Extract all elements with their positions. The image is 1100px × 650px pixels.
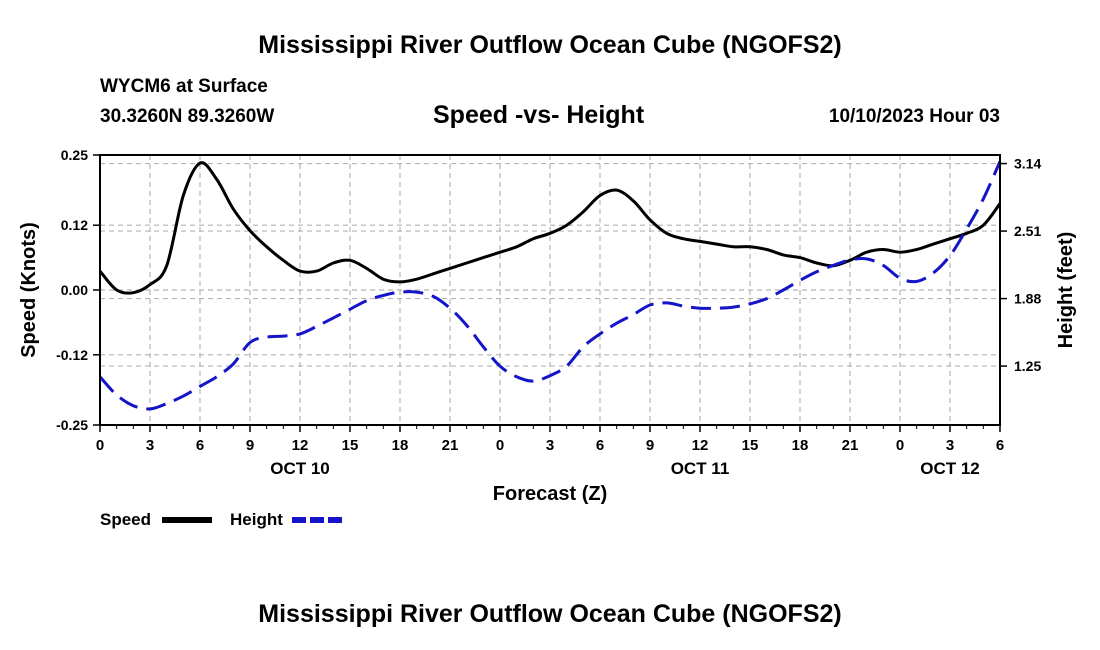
x-tick-label: 3 <box>946 437 954 454</box>
y-tick-label: 0.12 <box>61 217 88 233</box>
grid-lines <box>100 154 1000 426</box>
footer-title: Mississippi River Outflow Ocean Cube (NG… <box>258 600 842 628</box>
date-label: OCT 12 <box>920 459 980 478</box>
axis-labels: 0 3 6 9 12 15 18 21 0 3 6 9 12 15 18 21 0 3 6 OCT 10 OCT 11 O… <box>18 147 1077 505</box>
main-title: Mississippi River Outflow Ocean Cube (NG… <box>258 31 842 59</box>
y2-tick-label: 1.25 <box>1014 358 1041 374</box>
x-tick-label: 21 <box>442 437 459 454</box>
x-tick-label: 18 <box>792 437 809 454</box>
x-tick-label: 15 <box>342 437 359 454</box>
legend-label-speed: Speed <box>100 510 151 529</box>
forecast-datetime: 10/10/2023 Hour 03 <box>828 106 1000 127</box>
x-tick-label: 0 <box>96 437 104 454</box>
x-tick-label: 3 <box>546 437 554 454</box>
x-tick-label: 6 <box>196 437 204 454</box>
y-axis-title: Speed (Knots) <box>18 222 40 358</box>
x-tick-label: 15 <box>742 437 759 454</box>
speed-series-line <box>98 161 1002 295</box>
y-tick-label: -0.12 <box>56 347 88 363</box>
date-label: OCT 11 <box>671 459 730 478</box>
x-tick-label: 6 <box>996 437 1004 454</box>
y2-axis-title: Height (feet) <box>1055 232 1077 349</box>
y-tick-label: 0.00 <box>61 282 88 298</box>
chart-title: Speed -vs- Height <box>433 101 645 129</box>
x-axis-title: Forecast (Z) <box>493 483 607 505</box>
legend: Speed Height <box>100 510 342 529</box>
y2-tick-label: 1.88 <box>1014 291 1041 307</box>
x-tick-label: 9 <box>646 437 654 454</box>
date-label: OCT 10 <box>270 459 330 478</box>
x-tick-label: 3 <box>146 437 154 454</box>
x-tick-label: 18 <box>392 437 409 454</box>
x-tick-label: 6 <box>596 437 604 454</box>
series-lines <box>98 160 1002 411</box>
x-tick-label: 21 <box>842 437 859 454</box>
y-tick-label: 0.25 <box>61 147 88 163</box>
axis-ticks <box>93 154 1007 432</box>
x-tick-label: 0 <box>896 437 904 454</box>
x-tick-label: 12 <box>292 437 309 454</box>
x-tick-label: 0 <box>496 437 504 454</box>
y-tick-label: -0.25 <box>56 417 88 433</box>
x-tick-label: 9 <box>246 437 254 454</box>
height-series-line <box>98 160 1002 411</box>
station-coordinates: 30.3260N 89.3260W <box>100 106 275 127</box>
x-tick-label: 12 <box>692 437 709 454</box>
station-label: WYCM6 at Surface <box>100 76 268 97</box>
y2-tick-label: 2.51 <box>1014 223 1041 239</box>
legend-label-height: Height <box>230 510 283 529</box>
y2-tick-label: 3.14 <box>1014 156 1041 172</box>
